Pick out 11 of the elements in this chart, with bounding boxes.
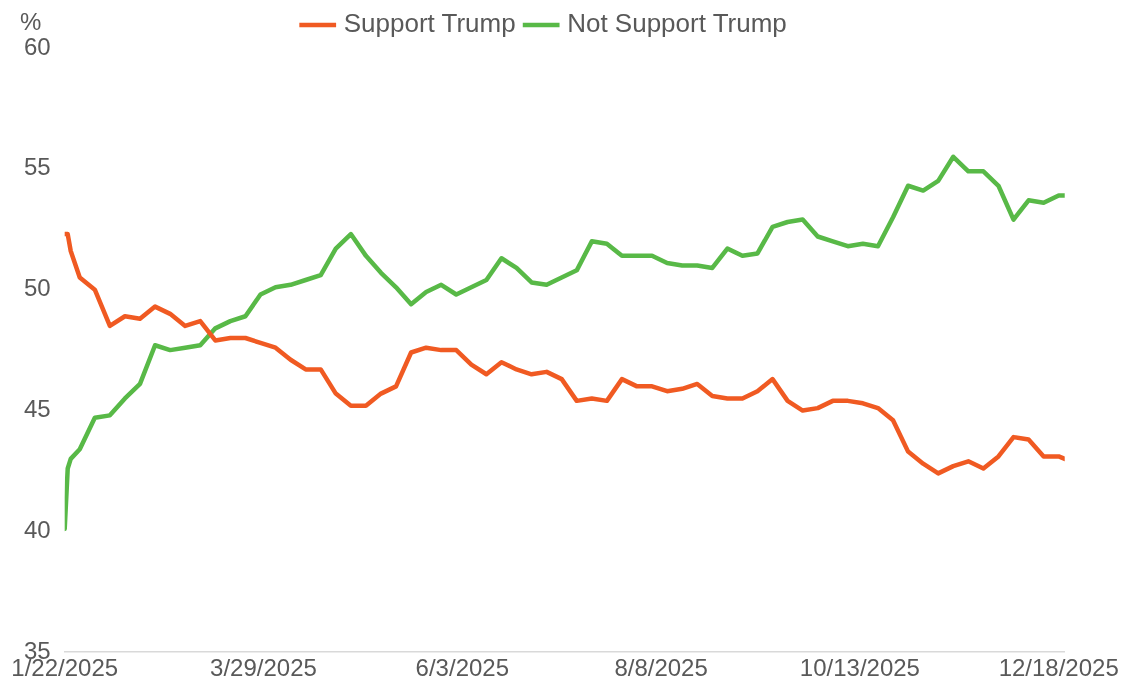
y-tick-label: 55 [23, 153, 51, 181]
y-tick-label: 50 [23, 274, 51, 302]
x-tick-label: 6/3/2025 [415, 654, 510, 682]
y-tick-label: 40 [23, 515, 51, 543]
y-tick-label: 45 [23, 395, 51, 423]
x-tick-label: 10/13/2025 [799, 654, 920, 682]
x-tick-label: 12/18/2025 [998, 654, 1119, 682]
legend-label: Support Trump [343, 8, 516, 39]
x-tick-label: 8/8/2025 [614, 654, 708, 682]
legend-label: Not Support Trump [567, 8, 787, 39]
x-tick-label: 3/29/2025 [210, 654, 317, 682]
